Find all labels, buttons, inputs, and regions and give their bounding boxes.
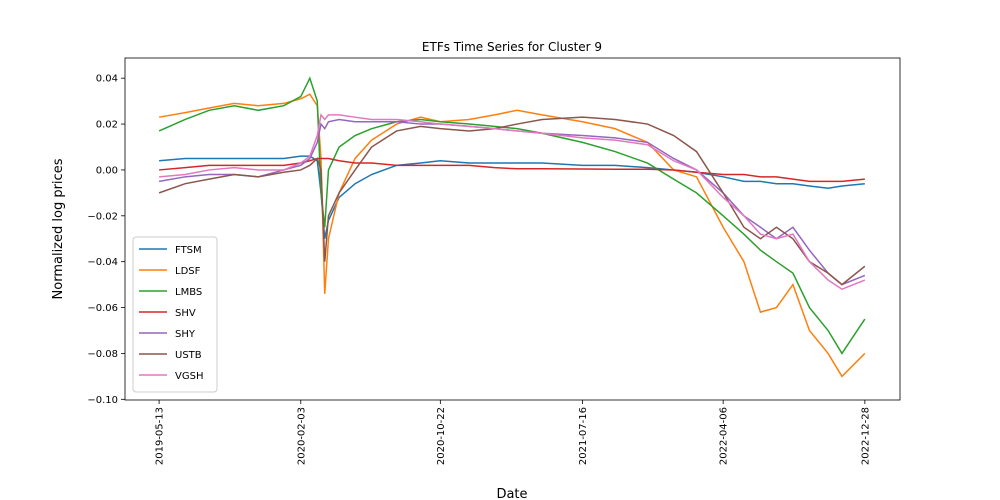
plot-frame	[124, 57, 901, 401]
y-axis-label: Normalized log prices	[51, 158, 66, 299]
legend-label: VGSH	[175, 371, 203, 382]
x-axis-label: Date	[496, 487, 527, 500]
legend-label: LMBS	[175, 287, 202, 298]
chart-title: ETFs Time Series for Cluster 9	[422, 40, 602, 54]
x-tick-label: 2021-07-16	[578, 407, 589, 465]
y-tick-label: −0.10	[87, 395, 118, 406]
legend-label: SHY	[175, 329, 196, 340]
x-tick-label: 2020-10-22	[436, 407, 447, 465]
x-tick-label: 2022-12-28	[860, 407, 871, 465]
series-line	[159, 155, 865, 239]
series-line	[158, 118, 866, 286]
x-tick-label: 2020-02-03	[296, 407, 307, 465]
legend-label: FTSM	[175, 245, 202, 256]
series-line	[158, 93, 866, 378]
y-tick-label: 0.02	[96, 120, 118, 131]
legend-label: USTB	[175, 350, 202, 361]
series-line	[158, 116, 866, 286]
x-tick-label: 2019-05-13	[155, 407, 166, 465]
y-tick-label: −0.08	[87, 349, 118, 360]
y-tick-label: 0.00	[96, 165, 118, 176]
y-tick-label: 0.04	[96, 74, 118, 85]
x-tick-label: 2022-04-06	[719, 407, 730, 465]
series-line	[159, 113, 866, 291]
legend-label: SHV	[175, 308, 196, 319]
y-tick-label: −0.04	[87, 257, 118, 268]
series-line	[158, 76, 866, 355]
y-tick-label: −0.02	[87, 211, 118, 222]
legend-label: LDSF	[175, 266, 201, 277]
y-tick-label: −0.06	[87, 303, 118, 314]
